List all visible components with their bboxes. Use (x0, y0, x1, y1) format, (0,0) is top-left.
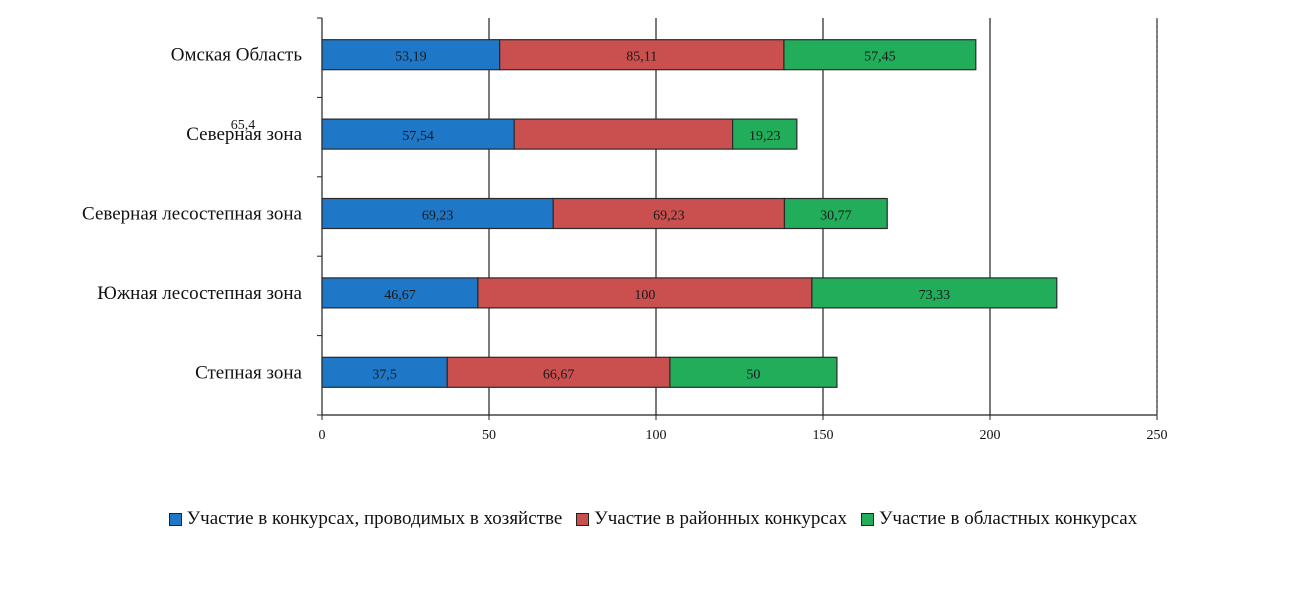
bars (321, 39, 1058, 388)
bar-segment (513, 118, 734, 150)
x-tick-label: 200 (980, 428, 1001, 443)
data-label: 69,23 (422, 209, 454, 224)
overlap-label: 65,4 (231, 118, 256, 133)
legend-label-farm: Участие в конкурсах, проводимых в хозяйс… (186, 508, 563, 529)
x-tick-label: 100 (646, 428, 667, 443)
category-label: Северная зона (186, 124, 302, 145)
data-label: 66,67 (543, 367, 575, 382)
bar-segment (446, 356, 671, 388)
category-label: Южная лесостепная зона (97, 283, 302, 304)
x-tick-label: 50 (482, 428, 496, 443)
category-label: Омская Область (171, 45, 303, 66)
x-tick-label: 150 (813, 428, 834, 443)
legend-item-district: Участие в районных конкурсах (576, 508, 847, 530)
legend: Участие в конкурсах, проводимых в хозяйс… (0, 508, 1306, 530)
category-label: Северная лесостепная зона (82, 204, 303, 225)
bar-segment (321, 277, 479, 309)
data-label: 46,67 (384, 288, 416, 303)
bar-segment (732, 118, 798, 150)
data-label: 30,77 (820, 209, 852, 224)
axes: 0 50 100 150 200 250 (317, 17, 1168, 443)
legend-swatch-blue (168, 512, 182, 526)
category-label: Степная зона (195, 362, 302, 383)
legend-swatch-red (576, 512, 590, 526)
data-label: 19,23 (749, 129, 781, 144)
x-tick-label: 0 (319, 428, 326, 443)
data-label: 85,11 (626, 50, 657, 65)
data-label: 37,5 (372, 367, 397, 382)
bar-segment (321, 356, 448, 388)
bar-segment (321, 197, 554, 230)
bar-segment (669, 356, 838, 388)
bar-segment (811, 277, 1058, 309)
legend-item-regional: Участие в областных конкурсах (860, 508, 1138, 530)
bar-segment (783, 39, 977, 71)
bar-segment (321, 39, 501, 71)
data-label: 57,45 (864, 50, 896, 65)
bar-segment (552, 197, 786, 230)
legend-label-regional: Участие в областных конкурсах (878, 508, 1138, 529)
data-label: 53,19 (395, 50, 427, 65)
data-label: 50 (746, 367, 760, 382)
bar-segment (783, 197, 888, 230)
data-label: 69,23 (653, 209, 685, 224)
legend-item-farm: Участие в конкурсах, проводимых в хозяйс… (168, 508, 563, 530)
x-tick-label: 250 (1147, 428, 1168, 443)
labels: Омская Область 53,19 85,11 57,45 Северная зо… (82, 45, 950, 384)
bar-segment (499, 39, 785, 71)
legend-label-district: Участие в районных конкурсах (594, 508, 847, 529)
data-label: 57,54 (402, 129, 434, 144)
legend-swatch-green (860, 512, 874, 526)
stacked-bar-chart: 0 50 100 150 200 250 Омская Область 53,19 85,11… (82, 17, 1168, 443)
data-label: 100 (634, 288, 655, 303)
bar-segment (477, 277, 813, 309)
data-label: 73,33 (919, 288, 951, 303)
